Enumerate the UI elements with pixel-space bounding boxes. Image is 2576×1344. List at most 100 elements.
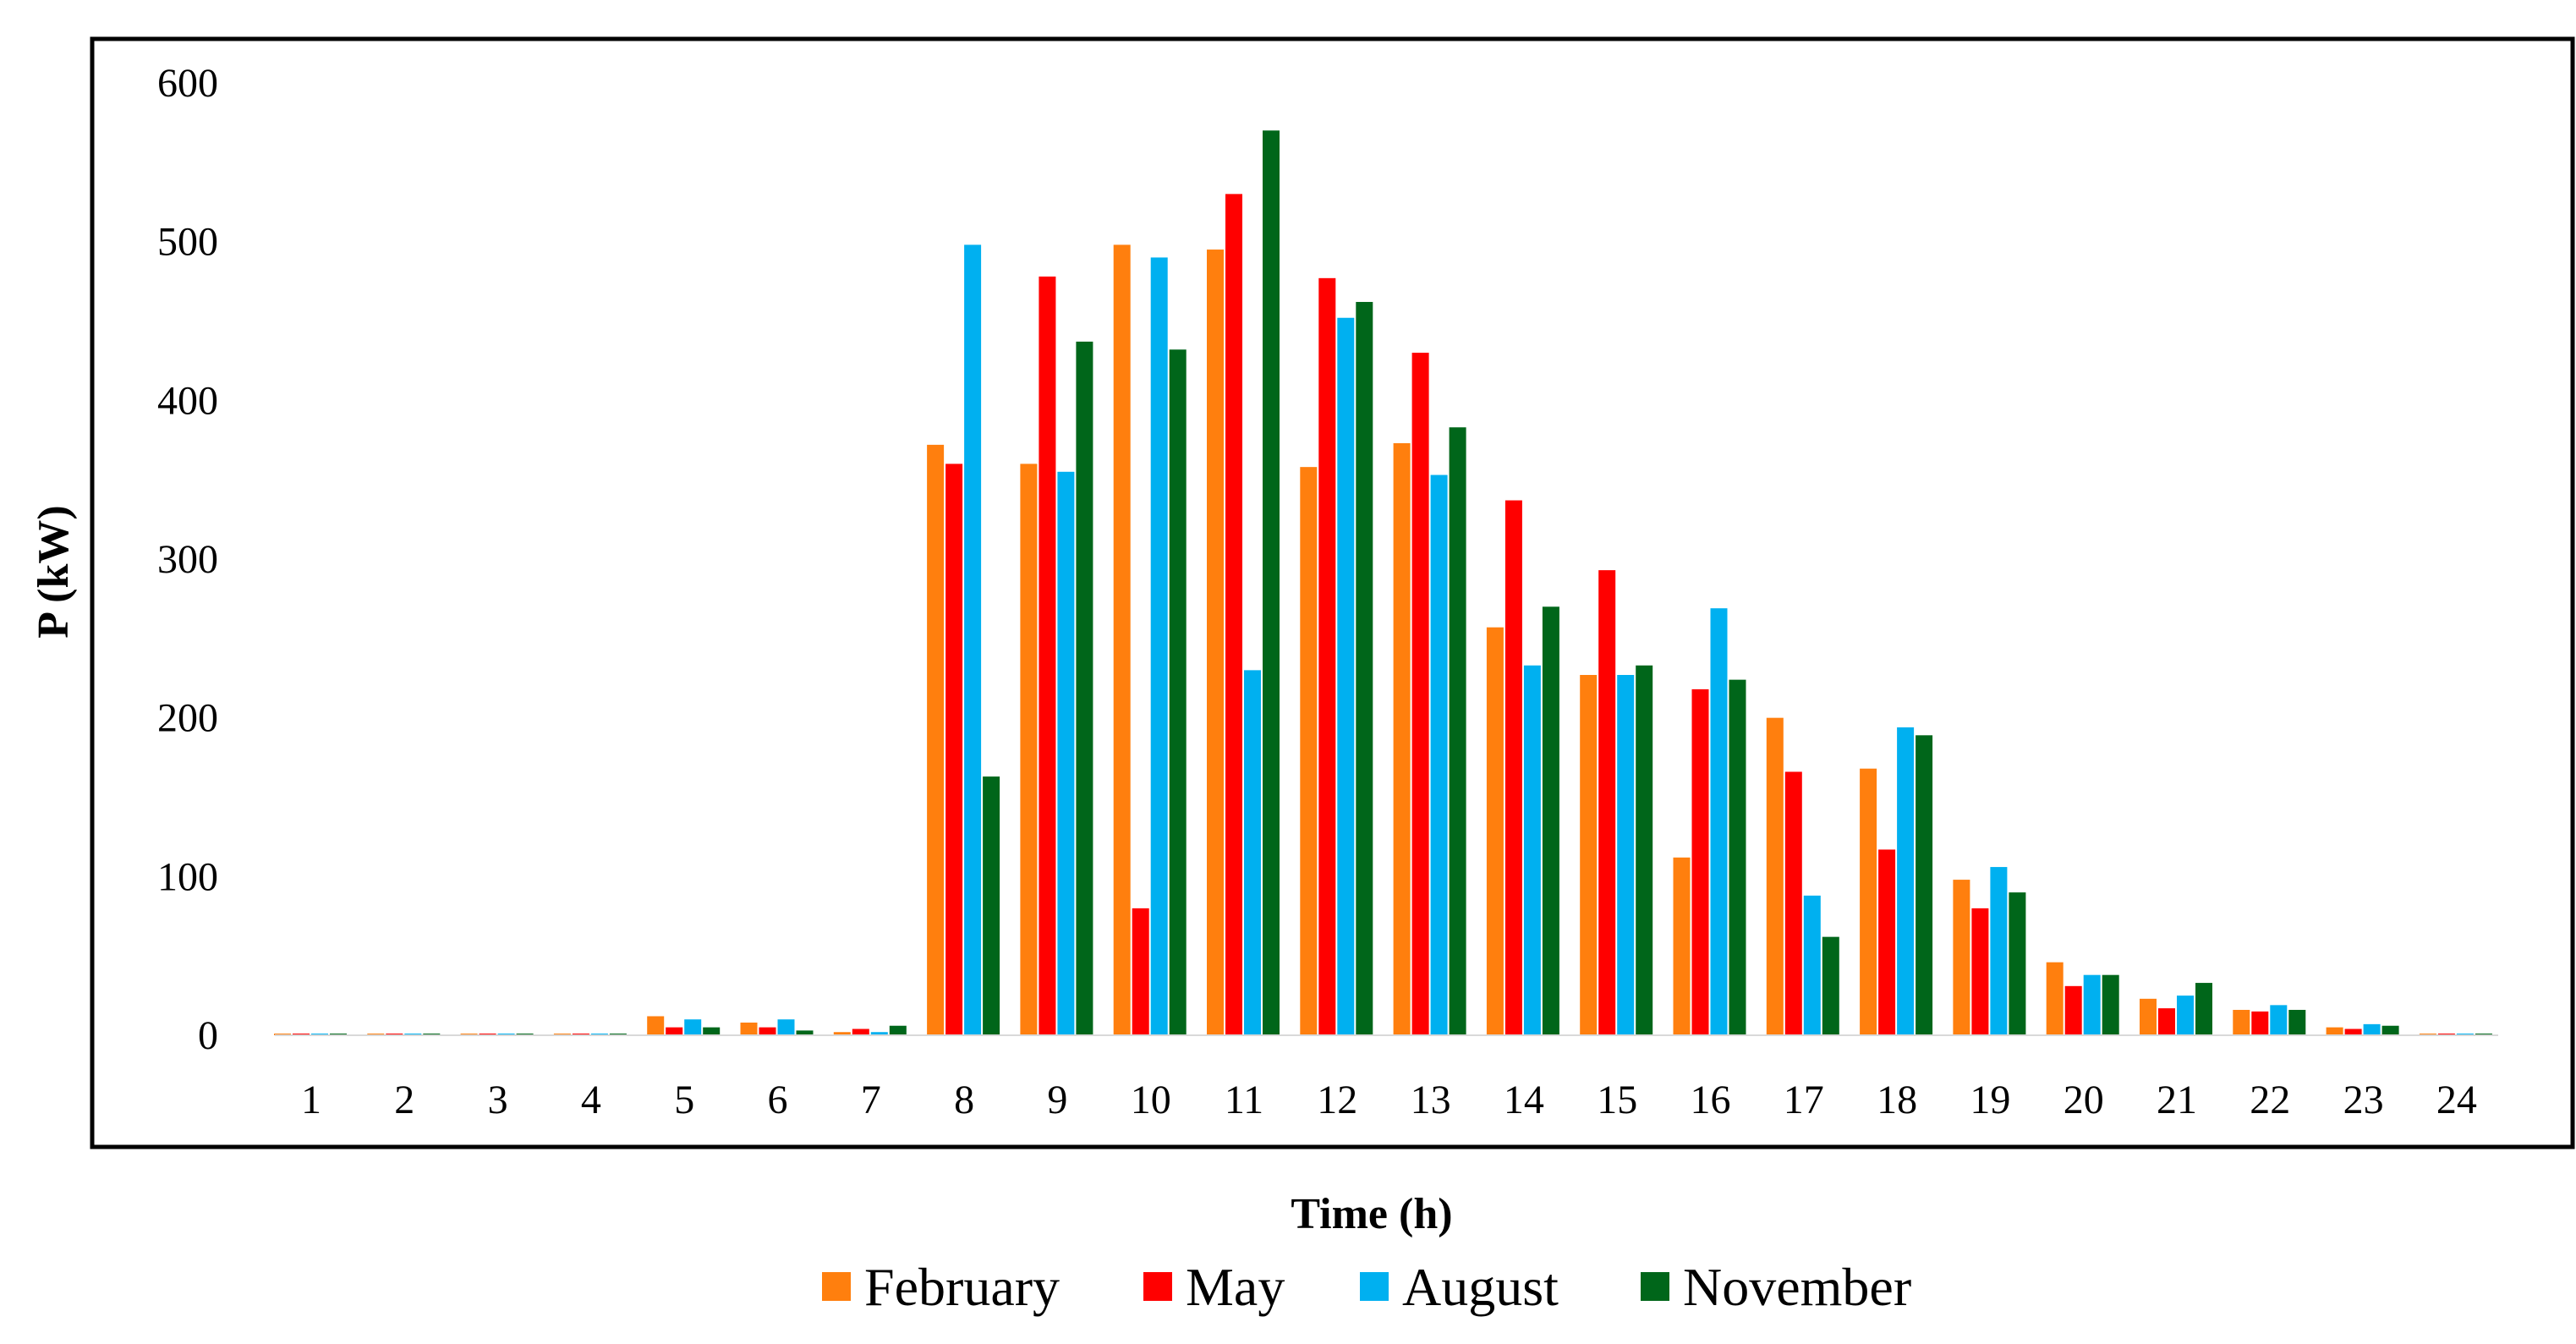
bar-august-12 <box>1337 317 1355 1035</box>
bar-august-22 <box>2270 1005 2288 1035</box>
bar-february-18 <box>1860 768 1877 1035</box>
bar-february-6 <box>740 1022 758 1035</box>
bar-november-18 <box>1916 735 1933 1035</box>
bar-may-16 <box>1691 688 1709 1035</box>
bar-november-21 <box>2195 983 2212 1035</box>
bar-february-19 <box>1953 880 1970 1035</box>
bar-february-16 <box>1673 857 1691 1035</box>
legend-swatch-may <box>1143 1272 1172 1301</box>
bar-november-6 <box>796 1030 814 1035</box>
bar-february-14 <box>1486 627 1504 1035</box>
bar-november-8 <box>983 776 1000 1035</box>
bar-november-12 <box>1356 301 1373 1036</box>
x-tick-label: 10 <box>1131 1078 1171 1122</box>
bar-february-12 <box>1300 467 1318 1035</box>
x-tick-label: 3 <box>488 1078 508 1122</box>
y-tick-label: 100 <box>157 854 218 899</box>
bar-may-11 <box>1225 194 1242 1035</box>
bar-may-20 <box>2064 985 2082 1035</box>
bar-february-23 <box>2326 1027 2343 1035</box>
bar-may-7 <box>852 1029 869 1035</box>
bar-may-10 <box>1132 908 1149 1035</box>
x-tick-label: 12 <box>1317 1078 1357 1122</box>
bar-may-15 <box>1598 570 1616 1035</box>
bar-february-20 <box>2046 962 2064 1035</box>
x-tick-label: 15 <box>1597 1078 1637 1122</box>
legend-swatch-february <box>822 1272 851 1301</box>
bar-february-15 <box>1580 674 1598 1035</box>
bar-august-8 <box>964 244 982 1035</box>
bar-february-5 <box>647 1016 665 1035</box>
y-tick-label: 600 <box>157 61 218 106</box>
bar-november-7 <box>889 1025 907 1035</box>
bar-november-14 <box>1542 606 1559 1035</box>
bar-november-15 <box>1636 665 1653 1035</box>
x-tick-label: 21 <box>2157 1078 2197 1122</box>
bar-november-22 <box>2288 1009 2306 1035</box>
bar-november-17 <box>1822 936 1839 1035</box>
x-tick-label: 6 <box>768 1078 788 1122</box>
bar-may-12 <box>1318 277 1336 1036</box>
bar-february-7 <box>833 1032 851 1035</box>
x-tick-label: 20 <box>2064 1078 2104 1122</box>
legend-label-february: February <box>864 1257 1060 1317</box>
bar-may-14 <box>1504 500 1522 1035</box>
x-tick-label: 4 <box>581 1078 601 1122</box>
legend-label-november: November <box>1683 1257 1911 1317</box>
y-axis-title: P (kW) <box>30 505 78 638</box>
bar-may-22 <box>2251 1011 2269 1035</box>
bar-august-5 <box>684 1019 702 1035</box>
bar-may-17 <box>1784 771 1802 1035</box>
bar-november-16 <box>1729 679 1746 1035</box>
x-tick-label: 18 <box>1877 1078 1917 1122</box>
x-axis-title: Time (h) <box>1291 1190 1452 1238</box>
x-tick-label: 17 <box>1784 1078 1824 1122</box>
bar-august-17 <box>1803 895 1821 1035</box>
x-tick-label: 8 <box>954 1078 974 1122</box>
x-tick-label: 5 <box>674 1078 694 1122</box>
bar-august-14 <box>1523 665 1541 1035</box>
bar-november-20 <box>2102 974 2119 1035</box>
x-tick-label: 1 <box>301 1078 321 1122</box>
x-tick-label: 19 <box>1970 1078 2010 1122</box>
x-tick-label: 2 <box>394 1078 414 1122</box>
bar-august-19 <box>1990 867 2008 1035</box>
bar-august-10 <box>1150 257 1168 1035</box>
bar-august-7 <box>870 1032 888 1035</box>
legend: February May August November <box>822 1257 1911 1317</box>
bar-may-8 <box>945 464 963 1035</box>
legend-label-august: August <box>1402 1257 1559 1317</box>
bar-august-20 <box>2083 974 2101 1035</box>
bar-may-21 <box>2158 1008 2175 1035</box>
bar-november-9 <box>1076 341 1093 1035</box>
bar-august-23 <box>2363 1023 2381 1035</box>
bar-february-11 <box>1207 250 1224 1035</box>
bar-november-19 <box>2009 892 2026 1035</box>
bar-november-5 <box>703 1027 721 1035</box>
bar-november-10 <box>1169 349 1187 1035</box>
x-tick-label: 13 <box>1411 1078 1451 1122</box>
bar-february-17 <box>1766 717 1784 1035</box>
bar-november-13 <box>1449 427 1466 1035</box>
bar-may-19 <box>1971 908 1989 1035</box>
legend-swatch-august <box>1360 1272 1389 1301</box>
bar-may-23 <box>2344 1029 2362 1035</box>
bar-february-10 <box>1113 244 1131 1035</box>
bar-august-6 <box>777 1019 795 1035</box>
bar-february-22 <box>2233 1009 2250 1035</box>
legend-swatch-november <box>1641 1272 1669 1301</box>
bar-february-13 <box>1393 443 1411 1035</box>
bar-august-9 <box>1057 471 1075 1035</box>
x-tick-label: 11 <box>1225 1078 1263 1122</box>
x-tick-label: 9 <box>1047 1078 1067 1122</box>
y-tick-label: 0 <box>198 1013 218 1058</box>
bar-august-21 <box>2177 996 2194 1035</box>
bar-february-8 <box>927 444 945 1035</box>
x-tick-label: 16 <box>1691 1078 1731 1122</box>
bar-august-16 <box>1710 608 1728 1035</box>
y-axis-ticks: 0 100 200 300 400 500 600 <box>157 61 218 1058</box>
bars <box>274 130 2492 1036</box>
x-tick-label: 7 <box>861 1078 881 1122</box>
x-tick-label: 22 <box>2250 1078 2290 1122</box>
